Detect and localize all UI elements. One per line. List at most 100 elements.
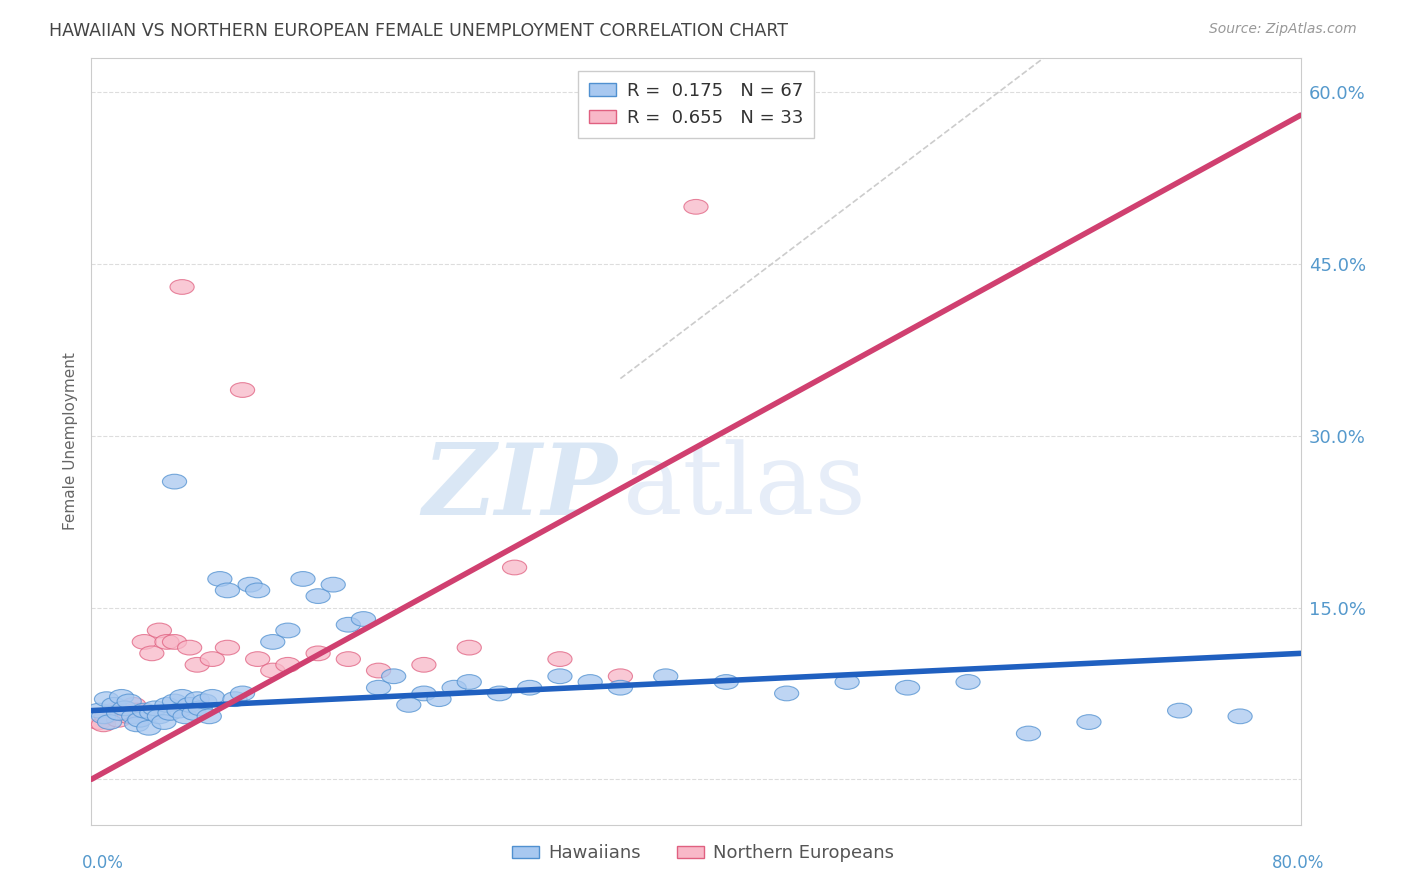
- Ellipse shape: [170, 279, 194, 294]
- Ellipse shape: [152, 714, 176, 730]
- Ellipse shape: [139, 646, 165, 661]
- Ellipse shape: [260, 634, 285, 649]
- Ellipse shape: [97, 714, 122, 730]
- Text: HAWAIIAN VS NORTHERN EUROPEAN FEMALE UNEMPLOYMENT CORRELATION CHART: HAWAIIAN VS NORTHERN EUROPEAN FEMALE UNE…: [49, 22, 789, 40]
- Ellipse shape: [173, 709, 197, 723]
- Ellipse shape: [714, 674, 738, 690]
- Ellipse shape: [200, 652, 225, 666]
- Ellipse shape: [107, 706, 131, 720]
- Ellipse shape: [148, 624, 172, 638]
- Ellipse shape: [260, 663, 285, 678]
- Ellipse shape: [654, 669, 678, 683]
- Ellipse shape: [163, 475, 187, 489]
- Ellipse shape: [457, 640, 481, 655]
- Ellipse shape: [91, 717, 115, 731]
- Ellipse shape: [517, 681, 541, 695]
- Ellipse shape: [775, 686, 799, 701]
- Ellipse shape: [136, 721, 160, 735]
- Ellipse shape: [427, 692, 451, 706]
- Ellipse shape: [94, 709, 118, 723]
- Ellipse shape: [246, 652, 270, 666]
- Ellipse shape: [307, 589, 330, 604]
- Ellipse shape: [87, 703, 111, 718]
- Ellipse shape: [163, 694, 187, 709]
- Ellipse shape: [132, 703, 156, 718]
- Ellipse shape: [352, 612, 375, 626]
- Ellipse shape: [103, 698, 127, 712]
- Ellipse shape: [1227, 709, 1253, 723]
- Ellipse shape: [183, 706, 207, 720]
- Ellipse shape: [91, 709, 115, 723]
- Ellipse shape: [231, 383, 254, 397]
- Ellipse shape: [208, 572, 232, 586]
- Ellipse shape: [276, 624, 299, 638]
- Ellipse shape: [488, 686, 512, 701]
- Ellipse shape: [835, 674, 859, 690]
- Ellipse shape: [107, 713, 131, 727]
- Ellipse shape: [441, 681, 467, 695]
- Ellipse shape: [188, 701, 212, 715]
- Ellipse shape: [1017, 726, 1040, 741]
- Ellipse shape: [87, 714, 111, 730]
- Ellipse shape: [307, 646, 330, 661]
- Ellipse shape: [132, 634, 156, 649]
- Ellipse shape: [157, 706, 183, 720]
- Ellipse shape: [155, 698, 179, 712]
- Ellipse shape: [117, 694, 141, 709]
- Ellipse shape: [231, 686, 254, 701]
- Ellipse shape: [224, 692, 247, 706]
- Legend: Hawaiians, Northern Europeans: Hawaiians, Northern Europeans: [505, 838, 901, 870]
- Ellipse shape: [186, 657, 209, 673]
- Ellipse shape: [94, 692, 118, 706]
- Ellipse shape: [122, 709, 146, 723]
- Ellipse shape: [193, 694, 217, 709]
- Ellipse shape: [125, 703, 149, 718]
- Text: Source: ZipAtlas.com: Source: ZipAtlas.com: [1209, 22, 1357, 37]
- Text: 80.0%: 80.0%: [1272, 855, 1324, 872]
- Ellipse shape: [177, 640, 201, 655]
- Ellipse shape: [110, 690, 134, 704]
- Ellipse shape: [103, 703, 127, 718]
- Ellipse shape: [396, 698, 420, 712]
- Ellipse shape: [215, 640, 239, 655]
- Ellipse shape: [609, 669, 633, 683]
- Ellipse shape: [148, 709, 172, 723]
- Ellipse shape: [170, 690, 194, 704]
- Ellipse shape: [276, 657, 299, 673]
- Legend: R =  0.175   N = 67, R =  0.655   N = 33: R = 0.175 N = 67, R = 0.655 N = 33: [578, 70, 814, 137]
- Ellipse shape: [336, 617, 360, 632]
- Ellipse shape: [186, 692, 209, 706]
- Ellipse shape: [381, 669, 406, 683]
- Ellipse shape: [117, 709, 141, 723]
- Ellipse shape: [155, 634, 179, 649]
- Ellipse shape: [122, 698, 146, 712]
- Text: ZIP: ZIP: [422, 440, 617, 536]
- Ellipse shape: [1077, 714, 1101, 730]
- Ellipse shape: [246, 583, 270, 598]
- Ellipse shape: [197, 709, 221, 723]
- Ellipse shape: [200, 690, 225, 704]
- Ellipse shape: [412, 657, 436, 673]
- Ellipse shape: [412, 686, 436, 701]
- Ellipse shape: [548, 669, 572, 683]
- Ellipse shape: [215, 583, 239, 598]
- Ellipse shape: [143, 701, 167, 715]
- Text: 0.0%: 0.0%: [82, 855, 124, 872]
- Ellipse shape: [896, 681, 920, 695]
- Ellipse shape: [139, 706, 165, 720]
- Ellipse shape: [578, 674, 602, 690]
- Ellipse shape: [502, 560, 527, 574]
- Ellipse shape: [321, 577, 346, 592]
- Ellipse shape: [125, 717, 149, 731]
- Ellipse shape: [177, 698, 201, 712]
- Ellipse shape: [548, 652, 572, 666]
- Ellipse shape: [683, 200, 709, 214]
- Ellipse shape: [336, 652, 360, 666]
- Ellipse shape: [1167, 703, 1192, 718]
- Ellipse shape: [128, 713, 152, 727]
- Ellipse shape: [291, 572, 315, 586]
- Ellipse shape: [112, 701, 136, 715]
- Ellipse shape: [367, 663, 391, 678]
- Ellipse shape: [956, 674, 980, 690]
- Ellipse shape: [457, 674, 481, 690]
